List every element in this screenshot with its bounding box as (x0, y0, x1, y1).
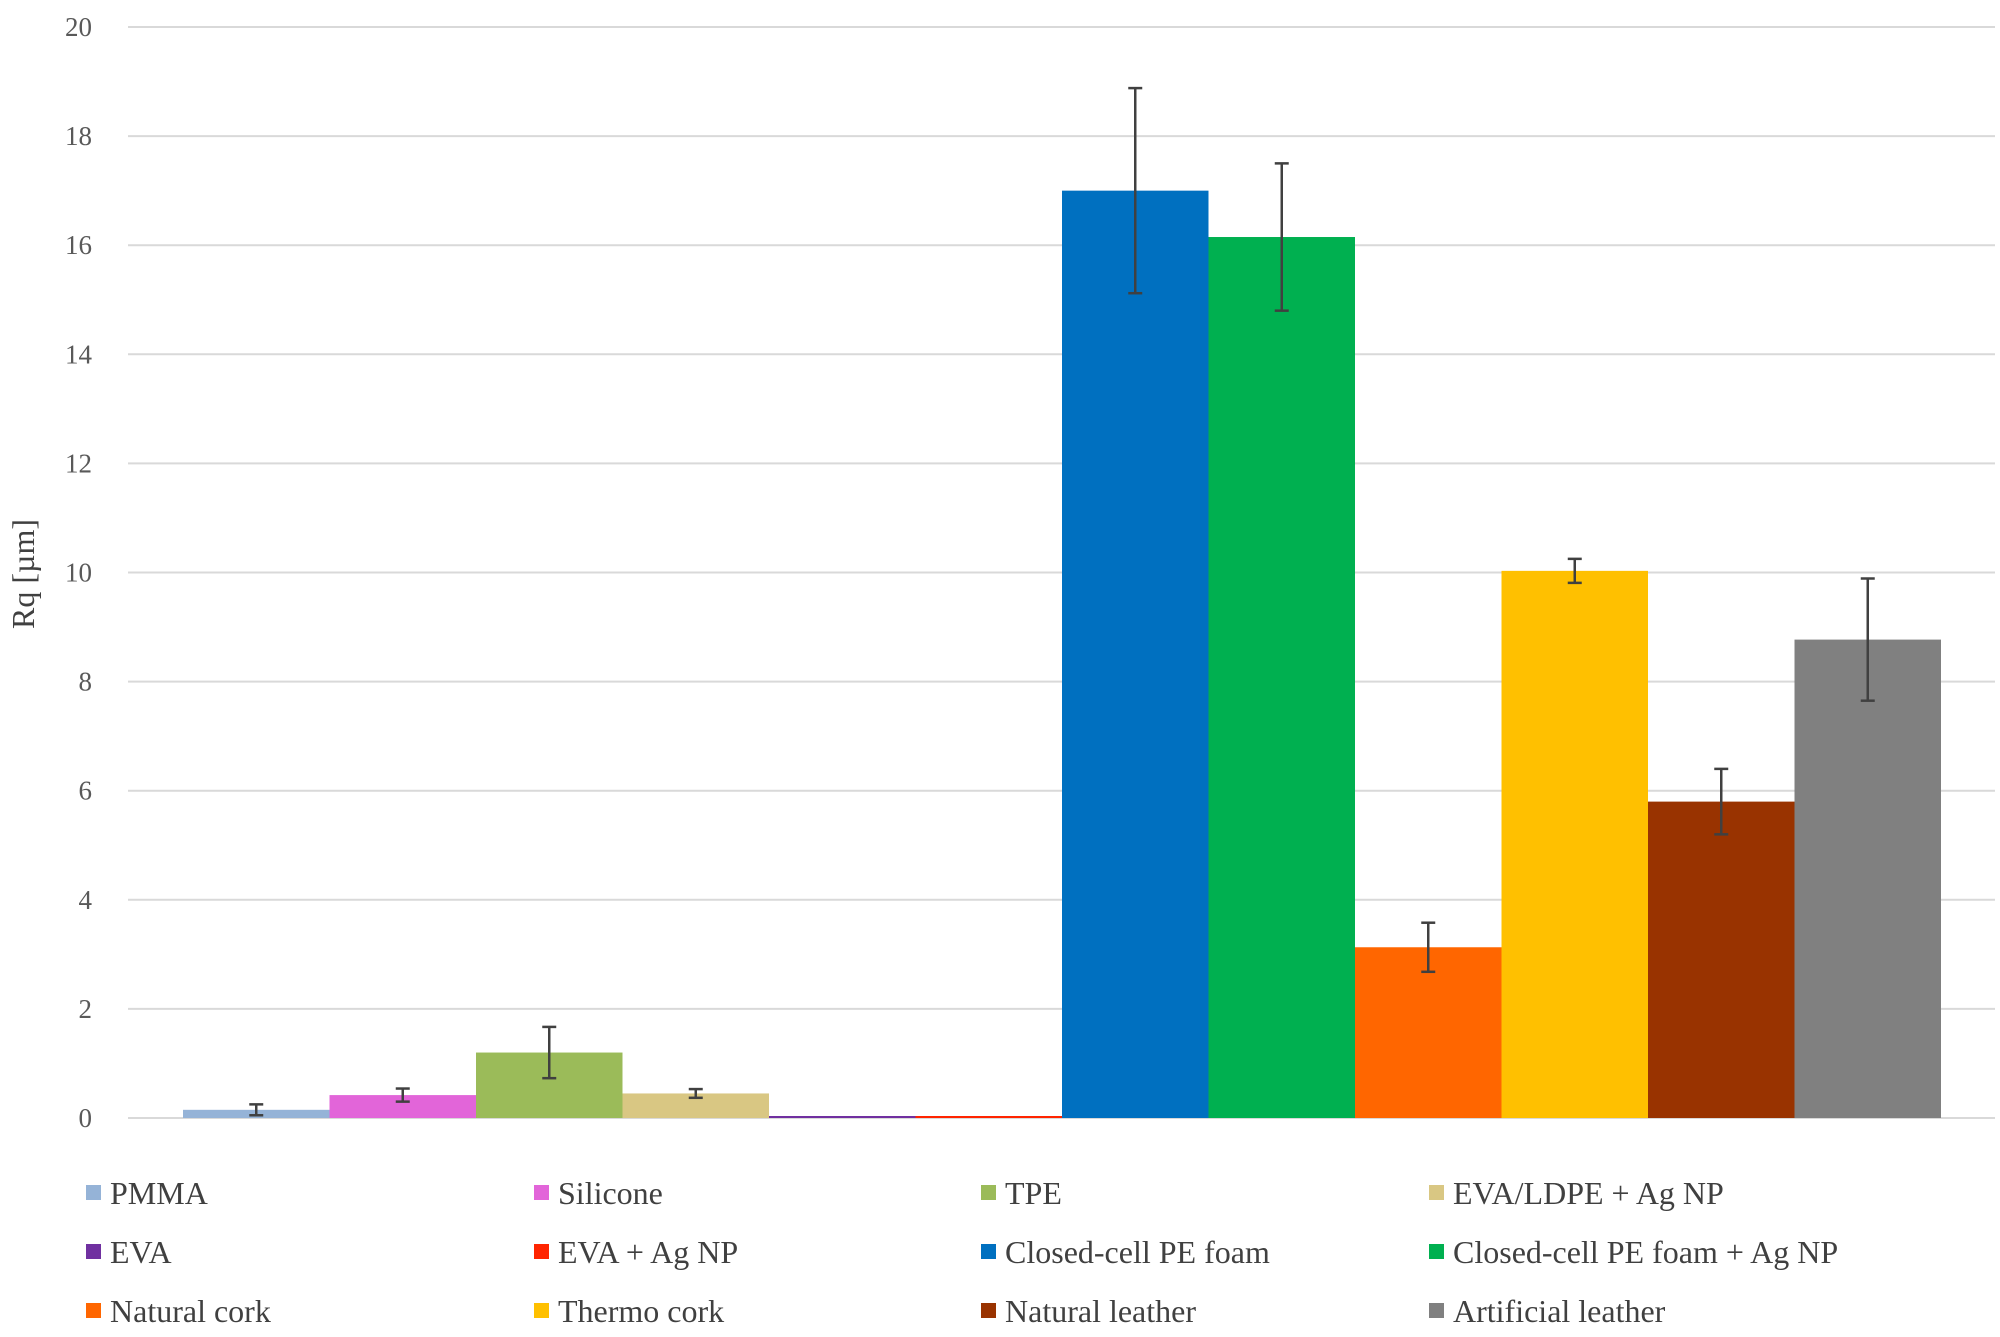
y-tick-label: 6 (79, 776, 93, 806)
y-axis-ticks: 0 2 4 6 8 10 12 14 16 18 20 (65, 12, 93, 1133)
legend-item: EVA (86, 1234, 172, 1270)
legend-swatch (1429, 1185, 1444, 1200)
legend-label: Artificial leather (1453, 1293, 1666, 1329)
legend-label: PMMA (110, 1175, 208, 1211)
legend-swatch (981, 1244, 996, 1259)
legend-label: Silicone (558, 1175, 663, 1211)
legend-item: Artificial leather (1429, 1293, 1666, 1329)
legend-item: Closed-cell PE foam + Ag NP (1429, 1234, 1838, 1270)
legend-item: Natural leather (981, 1293, 1196, 1329)
bar (915, 1116, 1062, 1118)
error-bars (249, 86, 1875, 1117)
bar (769, 1116, 916, 1118)
bar (1208, 237, 1355, 1118)
legend-swatch (86, 1244, 101, 1259)
y-axis-title: Rq [µm] (5, 519, 41, 629)
legend-item: Closed-cell PE foam (981, 1234, 1270, 1270)
y-tick-label: 18 (65, 121, 92, 151)
y-tick-label: 20 (65, 12, 92, 42)
legend-label: Natural cork (110, 1293, 271, 1329)
error-bar (542, 1025, 557, 1080)
bar (1355, 947, 1502, 1118)
legend-swatch (86, 1303, 101, 1318)
legend: PMMA Silicone TPE EVA/LDPE + Ag NP EVA EVA + … (86, 1175, 1838, 1329)
legend-item: TPE (981, 1175, 1062, 1211)
error-bar (1421, 921, 1436, 974)
error-bar (249, 1103, 264, 1117)
legend-item: Silicone (534, 1175, 663, 1211)
y-tick-label: 14 (65, 339, 93, 369)
y-tick-label: 12 (65, 448, 92, 478)
legend-swatch (1429, 1244, 1444, 1259)
y-tick-label: 0 (79, 1103, 93, 1133)
error-bar (1128, 86, 1143, 295)
bar (1501, 570, 1648, 1118)
bars (183, 190, 1941, 1118)
y-tick-label: 4 (79, 885, 93, 915)
error-bar (1860, 577, 1875, 702)
legend-label: EVA/LDPE + Ag NP (1453, 1175, 1724, 1211)
error-bar (688, 1087, 703, 1100)
y-tick-label: 8 (79, 667, 93, 697)
error-bar (395, 1087, 410, 1103)
y-tick-label: 2 (79, 994, 93, 1024)
legend-label: Closed-cell PE foam (1005, 1234, 1270, 1270)
legend-swatch (534, 1185, 549, 1200)
legend-swatch (534, 1244, 549, 1259)
legend-item: EVA + Ag NP (534, 1234, 738, 1270)
legend-label: Thermo cork (558, 1293, 724, 1329)
error-bar (1274, 162, 1289, 312)
y-tick-label: 10 (65, 558, 92, 588)
bar (1794, 639, 1941, 1118)
legend-swatch (981, 1303, 996, 1318)
legend-label: Closed-cell PE foam + Ag NP (1453, 1234, 1838, 1270)
error-bar (1714, 767, 1729, 836)
legend-swatch (1429, 1303, 1444, 1318)
legend-item: Natural cork (86, 1293, 271, 1329)
legend-label: EVA + Ag NP (558, 1234, 738, 1270)
bar (329, 1095, 476, 1118)
legend-item: PMMA (86, 1175, 208, 1211)
error-bar (1567, 557, 1582, 585)
legend-swatch (534, 1303, 549, 1318)
bar (1062, 190, 1209, 1118)
bar (1648, 801, 1795, 1118)
y-tick-label: 16 (65, 230, 92, 260)
legend-swatch (86, 1185, 101, 1200)
legend-swatch (981, 1185, 996, 1200)
legend-label: TPE (1005, 1175, 1062, 1211)
gridlines (128, 26, 1995, 1119)
legend-item: Thermo cork (534, 1293, 724, 1329)
legend-label: Natural leather (1005, 1293, 1196, 1329)
legend-item: EVA/LDPE + Ag NP (1429, 1175, 1724, 1211)
legend-label: EVA (110, 1234, 172, 1270)
